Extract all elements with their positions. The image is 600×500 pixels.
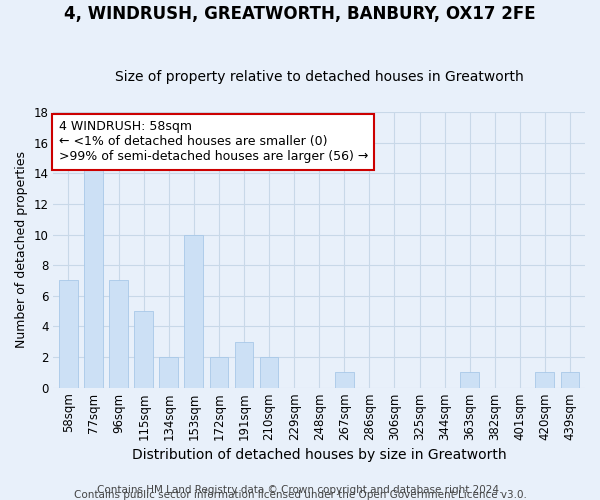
Bar: [134, 311, 153, 388]
Title: Size of property relative to detached houses in Greatworth: Size of property relative to detached ho…: [115, 70, 524, 85]
Bar: [209, 357, 229, 388]
Bar: [560, 372, 580, 388]
Bar: [109, 280, 128, 388]
X-axis label: Distribution of detached houses by size in Greatworth: Distribution of detached houses by size …: [132, 448, 506, 462]
Bar: [260, 357, 278, 388]
Bar: [84, 158, 103, 388]
Text: 4, WINDRUSH, GREATWORTH, BANBURY, OX17 2FE: 4, WINDRUSH, GREATWORTH, BANBURY, OX17 2…: [64, 5, 536, 23]
Text: Contains public sector information licensed under the Open Government Licence v3: Contains public sector information licen…: [74, 490, 526, 500]
Text: Contains HM Land Registry data © Crown copyright and database right 2024.: Contains HM Land Registry data © Crown c…: [97, 485, 503, 495]
Bar: [335, 372, 353, 388]
Text: 4 WINDRUSH: 58sqm
← <1% of detached houses are smaller (0)
>99% of semi-detached: 4 WINDRUSH: 58sqm ← <1% of detached hous…: [59, 120, 368, 164]
Bar: [535, 372, 554, 388]
Y-axis label: Number of detached properties: Number of detached properties: [15, 152, 28, 348]
Bar: [160, 357, 178, 388]
Bar: [184, 234, 203, 388]
Bar: [460, 372, 479, 388]
Bar: [59, 280, 78, 388]
Bar: [235, 342, 253, 388]
